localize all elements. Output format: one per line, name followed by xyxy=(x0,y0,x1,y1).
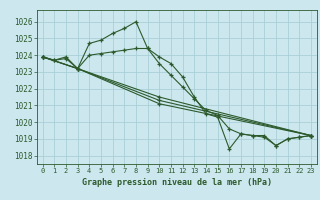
X-axis label: Graphe pression niveau de la mer (hPa): Graphe pression niveau de la mer (hPa) xyxy=(82,178,272,187)
